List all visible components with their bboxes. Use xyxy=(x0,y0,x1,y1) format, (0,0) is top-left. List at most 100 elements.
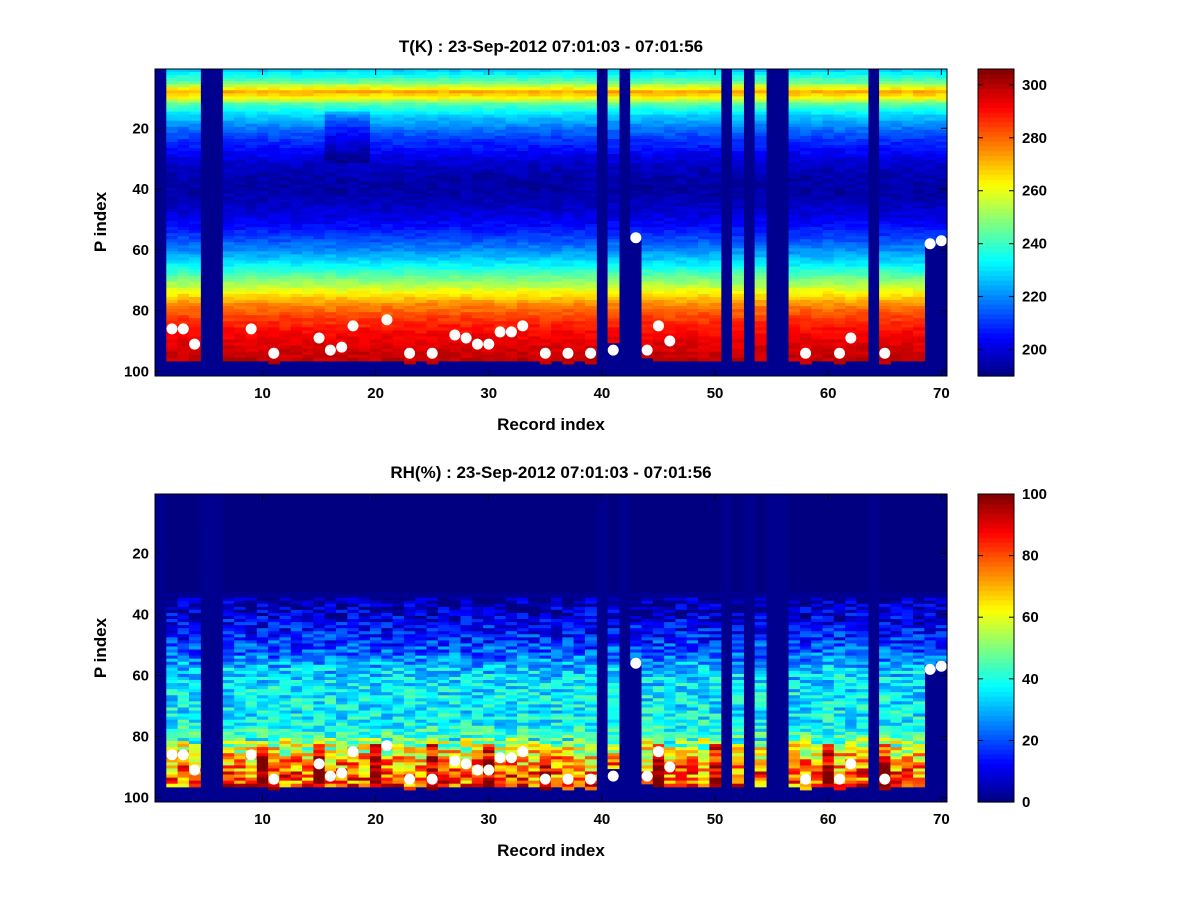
heatmap-cell xyxy=(607,129,620,134)
heatmap-cell xyxy=(573,342,586,347)
heatmap-cell xyxy=(528,96,541,100)
heatmap-cell xyxy=(245,102,258,107)
heatmap-cell xyxy=(584,208,597,213)
heatmap-cell xyxy=(686,111,699,116)
heatmap-cell xyxy=(279,306,292,310)
heatmap-cell xyxy=(336,196,348,201)
heatmap-cell xyxy=(347,117,360,122)
heatmap-cell xyxy=(698,354,710,359)
heatmap-cell xyxy=(630,205,643,210)
heatmap-cell xyxy=(177,339,190,344)
heatmap-cell xyxy=(686,169,699,173)
heatmap-cell xyxy=(833,224,846,228)
heatmap-cell xyxy=(709,278,722,283)
heatmap-cell xyxy=(426,315,439,319)
heatmap-cell xyxy=(551,296,563,301)
heatmap-cell xyxy=(822,284,835,289)
heatmap-cell xyxy=(494,336,507,341)
heatmap-cell xyxy=(256,272,269,277)
heatmap-cell xyxy=(607,132,620,137)
heatmap-cell xyxy=(528,208,541,213)
heatmap-cell xyxy=(437,354,450,359)
heatmap-cell xyxy=(584,345,597,350)
heatmap-cell xyxy=(811,108,824,113)
heatmap-cell xyxy=(675,199,688,204)
heatmap-cell xyxy=(698,138,710,143)
heatmap-cell xyxy=(268,69,281,73)
heatmap-cell xyxy=(336,357,348,362)
heatmap-cell xyxy=(551,324,563,328)
heatmap-cell xyxy=(302,351,314,356)
heatmap-cell xyxy=(517,144,529,149)
heatmap-cell xyxy=(324,72,337,76)
heatmap-cell xyxy=(709,141,722,146)
heatmap-cell xyxy=(562,151,575,155)
heatmap-cell xyxy=(268,84,281,88)
heatmap-cell xyxy=(358,357,371,362)
heatmap-cell xyxy=(822,293,835,298)
heatmap-cell xyxy=(630,190,643,195)
heatmap-cell xyxy=(517,312,529,316)
heatmap-cell xyxy=(573,169,586,173)
heatmap-cell xyxy=(415,99,428,104)
heatmap-cell xyxy=(449,266,462,271)
heatmap-cell xyxy=(358,227,371,231)
heatmap-cell xyxy=(324,190,337,195)
heatmap-cell xyxy=(686,93,699,97)
heatmap-cell xyxy=(732,290,744,295)
heatmap-cell xyxy=(245,157,258,161)
heatmap-cell xyxy=(686,148,699,152)
heatmap-cell xyxy=(822,184,835,189)
heatmap-cell xyxy=(505,275,518,280)
heatmap-cell xyxy=(822,199,835,204)
heatmap-cell xyxy=(641,312,654,316)
heatmap-cell xyxy=(517,108,529,113)
heatmap-cell xyxy=(426,166,439,170)
heatmap-cell xyxy=(833,154,846,158)
heatmap-cell xyxy=(584,330,597,335)
heatmap-cell xyxy=(426,126,439,131)
heatmap-cell xyxy=(833,181,846,186)
heatmap-cell xyxy=(641,354,654,359)
heatmap-cell xyxy=(392,117,405,122)
heatmap-cell xyxy=(732,239,744,243)
heatmap-cell xyxy=(517,233,529,237)
heatmap-cell xyxy=(799,135,812,140)
heatmap-cell xyxy=(652,169,665,173)
heatmap-cell xyxy=(528,72,541,76)
heatmap-cell xyxy=(358,266,371,271)
heatmap-column xyxy=(754,69,767,362)
heatmap-cell xyxy=(471,187,484,192)
heatmap-cell xyxy=(471,224,484,228)
heatmap-cell xyxy=(381,296,394,301)
heatmap-cell xyxy=(313,184,326,189)
heatmap-cell xyxy=(234,309,247,313)
heatmap-cell xyxy=(675,69,688,73)
heatmap-cell xyxy=(686,330,699,335)
heatmap-cell xyxy=(324,69,337,73)
heatmap-cell xyxy=(460,160,473,164)
heatmap-cell xyxy=(709,135,722,140)
heatmap-cell xyxy=(483,309,496,313)
heatmap-cell xyxy=(279,266,292,271)
heatmap-cell xyxy=(347,129,360,134)
heatmap-cell xyxy=(551,230,563,234)
heatmap-cell xyxy=(222,129,235,134)
heatmap-cell xyxy=(449,78,462,82)
heatmap-cell xyxy=(347,111,360,116)
heatmap-cell xyxy=(426,157,439,161)
heatmap-cell xyxy=(460,193,473,198)
heatmap-cell xyxy=(403,102,416,107)
heatmap-cell xyxy=(607,248,620,252)
heatmap-cell xyxy=(415,151,428,155)
heatmap-cell xyxy=(822,257,835,262)
heatmap-cell xyxy=(392,242,405,246)
heatmap-cell xyxy=(222,132,235,137)
heatmap-cell xyxy=(709,184,722,189)
heatmap-cell xyxy=(222,141,235,146)
heatmap-column xyxy=(256,69,269,362)
heatmap-cell xyxy=(313,242,326,246)
heatmap-cell xyxy=(369,230,382,234)
heatmap-cell xyxy=(483,87,496,91)
heatmap-cell xyxy=(494,318,507,322)
